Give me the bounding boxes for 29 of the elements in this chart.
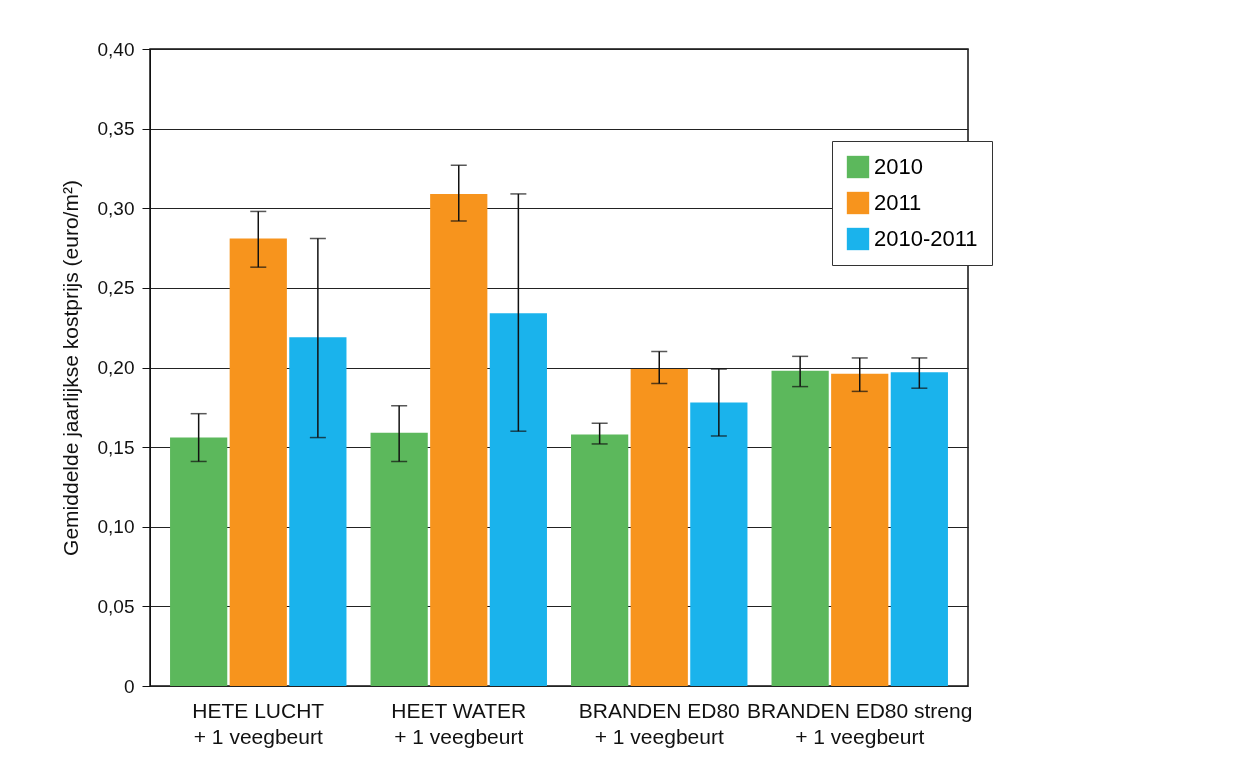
y-tick-label: 0,20 <box>97 357 135 378</box>
y-tick-label: 0,30 <box>97 197 135 219</box>
legend-label: 2011 <box>874 190 922 215</box>
y-tick-label: 0 <box>123 675 135 697</box>
x-tick-label: HEET WATER + 1 veegbeurt <box>391 698 527 748</box>
y-axis-title: Gemiddelde jaarlijkse kostprijs (euro/m²) <box>58 180 82 556</box>
bar <box>170 437 228 686</box>
y-tick-label: 0,35 <box>97 118 135 140</box>
x-tick-label: BRANDEN ED80 streng + 1 veegbeurt <box>747 698 973 748</box>
legend-label: 2010-2011 <box>874 226 978 251</box>
y-tick-label: 0,10 <box>97 516 135 538</box>
bar <box>289 337 347 686</box>
y-tick-label: 0,25 <box>97 277 135 299</box>
bar <box>630 369 688 686</box>
bar <box>489 313 547 686</box>
bar <box>430 193 488 686</box>
y-tick-label: 0,05 <box>97 595 135 617</box>
bar <box>890 372 948 686</box>
bar <box>831 373 889 686</box>
bar <box>771 370 829 686</box>
bar <box>690 402 748 686</box>
bar <box>370 432 428 686</box>
legend-label: 2010 <box>874 154 923 179</box>
x-tick-label: BRANDEN ED80 + 1 veegbeurt <box>578 698 740 748</box>
bar <box>571 434 629 686</box>
y-tick-label: 0,40 <box>97 38 135 60</box>
x-tick-label: HETE LUCHT + 1 veegbeurt <box>192 698 325 748</box>
y-tick-label: 0,15 <box>97 436 135 458</box>
bar <box>229 238 287 686</box>
